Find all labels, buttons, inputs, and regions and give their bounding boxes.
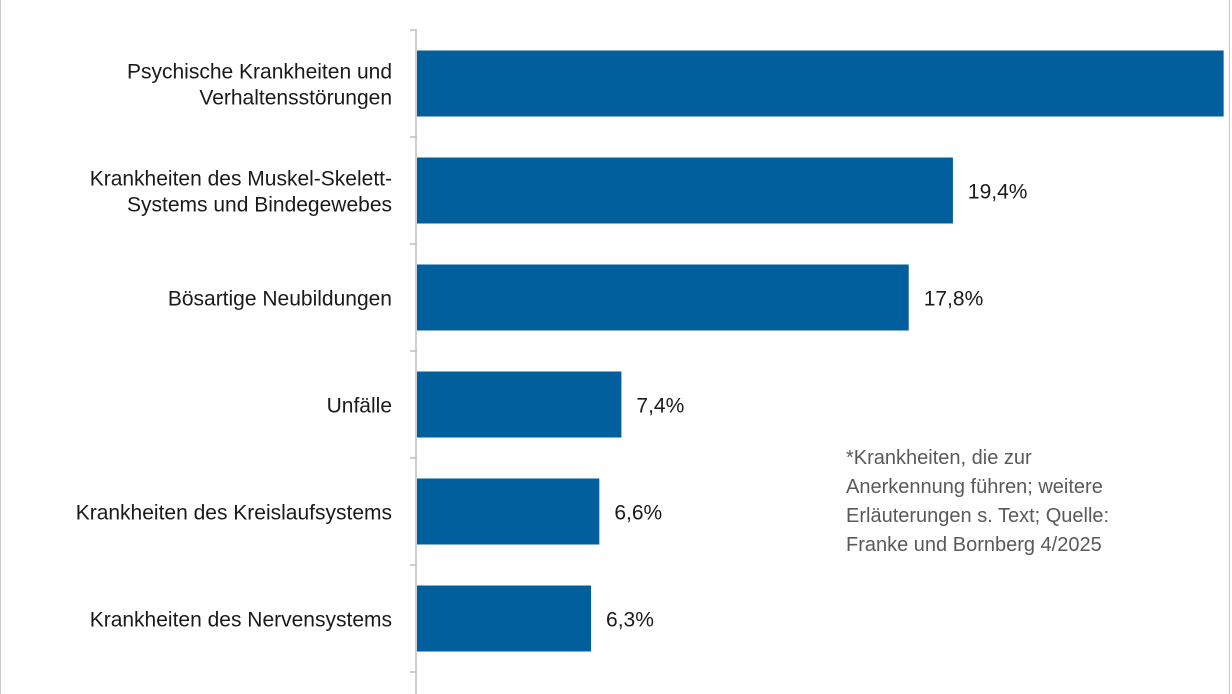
bar bbox=[417, 50, 1224, 117]
category-label: Krankheiten des Muskel-Skelett- Systems u… bbox=[90, 168, 392, 217]
bars-group bbox=[417, 50, 1224, 652]
footnote-line-3: Erläuterungen s. Text; Quelle: bbox=[846, 505, 1110, 527]
category-label-line: Systems und Bindegewebes bbox=[127, 194, 392, 217]
footnote: *Krankheiten, die zur Anerkennung führen… bbox=[846, 444, 1176, 560]
bar bbox=[417, 157, 953, 224]
bar bbox=[417, 478, 600, 545]
category-label: Krankheiten des Nervensystems bbox=[90, 609, 392, 632]
bar-value-label: 6,6% bbox=[614, 502, 662, 525]
value-labels: 29,2%19,4%17,8%7,4%6,6%6,3% bbox=[606, 181, 1028, 632]
category-label-line: Psychische Krankheiten und bbox=[127, 61, 392, 84]
category-label-line: Verhaltensstörungen bbox=[199, 87, 392, 110]
footnote-line-4: Franke und Bornberg 4/2025 bbox=[846, 534, 1102, 556]
category-label: Bösartige Neubildungen bbox=[168, 288, 392, 311]
bar-value-label: 6,3% bbox=[606, 609, 654, 632]
footnote-line-1: *Krankheiten, die zur bbox=[846, 447, 1032, 469]
bar-value-label: 7,4% bbox=[636, 395, 684, 418]
bar bbox=[417, 264, 909, 331]
category-label-line: Bösartige Neubildungen bbox=[168, 288, 392, 311]
bar bbox=[417, 371, 622, 438]
category-label: Krankheiten des Kreislaufsystems bbox=[76, 502, 392, 525]
bar-value-label: 19,4% bbox=[968, 181, 1028, 204]
bar bbox=[417, 585, 592, 652]
bar-value-label: 17,8% bbox=[924, 288, 984, 311]
category-label-line: Krankheiten des Muskel-Skelett- bbox=[90, 168, 392, 191]
category-label: Psychische Krankheiten und Verhaltensstör… bbox=[127, 61, 392, 110]
footnote-line-2: Anerkennung führen; weitere bbox=[846, 476, 1103, 498]
category-label-line: Krankheiten des Nervensystems bbox=[90, 609, 392, 632]
category-label-line: Krankheiten des Kreislaufsystems bbox=[76, 502, 392, 525]
category-label: Unfälle bbox=[327, 395, 392, 418]
y-axis-ticks bbox=[410, 29, 417, 673]
category-label-line: Unfälle bbox=[327, 395, 392, 418]
category-labels: Psychische Krankheiten und Verhaltensstör… bbox=[76, 61, 392, 632]
